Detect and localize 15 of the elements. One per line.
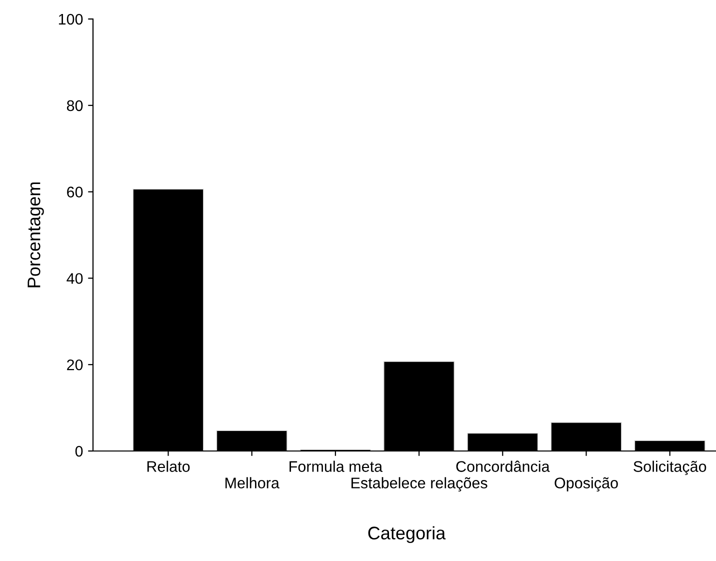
y-axis-title: Porcentagem	[28, 182, 44, 288]
y-tick-label: 80	[66, 100, 83, 112]
x-tick-label: Melhora	[226, 477, 280, 488]
x-tick-label: Solicitação	[634, 460, 706, 476]
x-tick-label: Estabelece relações	[352, 477, 488, 492]
y-tick-label: 40	[66, 273, 83, 284]
x-axis-title: Categoria	[368, 526, 446, 544]
x-tick-label: Formula meta	[290, 460, 383, 472]
y-tick-label: 0	[75, 446, 83, 457]
y-tick-label: 60	[67, 186, 83, 198]
y-tick-label: 100	[58, 14, 83, 25]
x-tick-label: Relato	[147, 460, 190, 472]
x-tick-label: Concordância	[456, 460, 550, 472]
x-tick-label: Oposição	[554, 477, 618, 492]
y-tick-label: 20	[67, 359, 83, 370]
